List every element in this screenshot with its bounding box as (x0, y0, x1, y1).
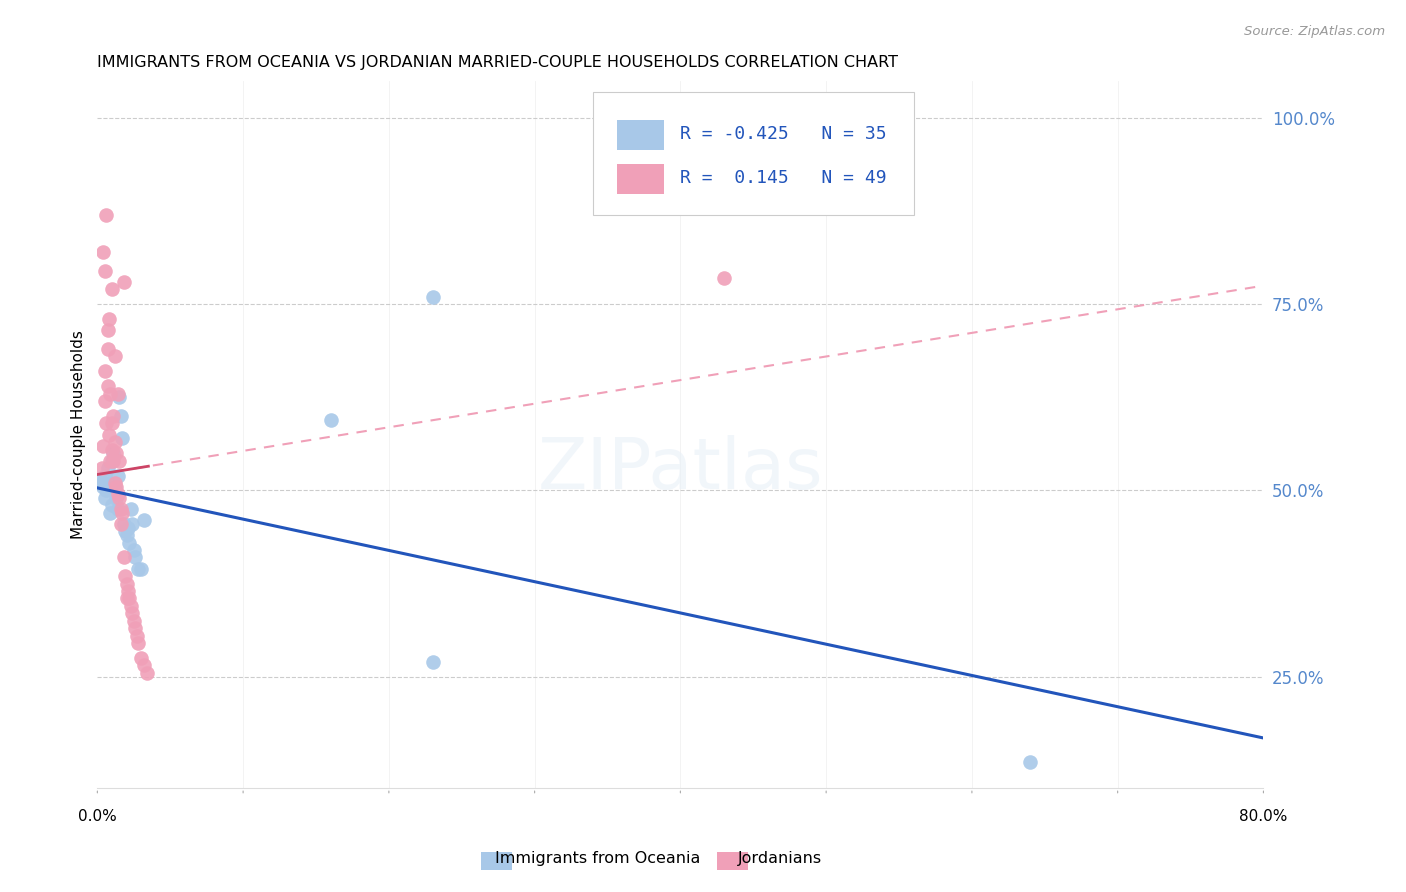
Point (108, 391, 131, 405)
Point (120, 599, 142, 613)
Point (89, 472, 111, 486)
Point (120, 502, 142, 516)
Point (121, 607, 143, 621)
Text: 0.0%: 0.0% (77, 809, 117, 824)
Point (90, 476, 112, 491)
Point (112, 516, 135, 531)
FancyBboxPatch shape (617, 164, 664, 194)
Point (111, 431, 134, 445)
Point (117, 521, 139, 535)
Point (105, 491, 128, 505)
Point (100, 453, 122, 467)
Point (132, 658, 155, 673)
Point (122, 543, 145, 558)
Point (104, 435, 127, 450)
Text: R = -0.425   N = 35: R = -0.425 N = 35 (681, 125, 887, 143)
Point (129, 561, 152, 575)
Point (96, 379, 118, 393)
Point (107, 502, 129, 516)
Point (110, 409, 132, 423)
Point (101, 499, 124, 513)
Point (422, 290, 444, 304)
Point (117, 584, 139, 599)
Point (96, 461, 118, 475)
Point (124, 621, 146, 635)
Point (98, 476, 121, 491)
Text: Immigrants from Oceania: Immigrants from Oceania (495, 851, 700, 865)
Point (93, 468, 115, 483)
Point (118, 535, 141, 549)
Point (93, 394, 115, 409)
Point (101, 442, 124, 457)
Point (91, 480, 114, 494)
Point (129, 651, 152, 665)
Point (111, 506, 134, 520)
Point (112, 275, 135, 289)
Point (107, 468, 129, 483)
Point (115, 576, 138, 591)
Point (91, 439, 114, 453)
Point (110, 516, 132, 531)
Y-axis label: Married-couple Households: Married-couple Households (72, 330, 86, 539)
Point (110, 502, 132, 516)
Point (319, 413, 342, 427)
Text: ZIPatlas: ZIPatlas (537, 435, 823, 505)
Point (93, 491, 115, 505)
Text: 80.0%: 80.0% (1239, 809, 1288, 824)
Point (104, 350, 127, 364)
Point (90, 461, 112, 475)
Text: R =  0.145   N = 49: R = 0.145 N = 49 (681, 169, 887, 186)
Point (1019, 755, 1042, 769)
Point (105, 480, 128, 494)
Point (96, 323, 118, 337)
Point (121, 516, 143, 531)
Point (107, 386, 129, 401)
Point (94, 417, 117, 431)
Point (114, 524, 136, 539)
Point (98, 312, 121, 326)
Point (98, 427, 121, 442)
Point (101, 417, 124, 431)
Point (103, 453, 125, 467)
Point (108, 453, 131, 467)
Point (132, 513, 155, 527)
Point (101, 283, 124, 297)
Point (127, 636, 149, 650)
Text: IMMIGRANTS FROM OCEANIA VS JORDANIAN MARRIED-COUPLE HOUSEHOLDS CORRELATION CHART: IMMIGRANTS FROM OCEANIA VS JORDANIAN MAR… (97, 55, 898, 70)
Point (115, 591, 138, 606)
Point (93, 364, 115, 378)
Point (94, 483, 117, 498)
Point (100, 506, 122, 520)
Text: Jordanians: Jordanians (738, 851, 823, 865)
Point (114, 569, 136, 583)
Point (127, 561, 149, 575)
FancyBboxPatch shape (593, 92, 914, 215)
Text: Source: ZipAtlas.com: Source: ZipAtlas.com (1244, 25, 1385, 38)
Point (103, 446, 125, 460)
Point (107, 487, 129, 501)
Point (91, 245, 114, 260)
Point (104, 476, 127, 491)
Point (108, 491, 131, 505)
Point (112, 550, 135, 565)
Point (135, 665, 157, 680)
Point (713, 271, 735, 285)
Point (118, 591, 141, 606)
Point (105, 446, 128, 460)
Point (115, 528, 138, 542)
FancyBboxPatch shape (617, 120, 664, 150)
Point (96, 342, 118, 356)
Point (125, 629, 148, 643)
Point (94, 208, 117, 222)
Point (93, 264, 115, 278)
Point (100, 386, 122, 401)
Point (101, 453, 124, 467)
Point (422, 655, 444, 669)
Point (103, 409, 125, 423)
Point (124, 550, 146, 565)
Point (122, 614, 145, 628)
Point (104, 480, 127, 494)
